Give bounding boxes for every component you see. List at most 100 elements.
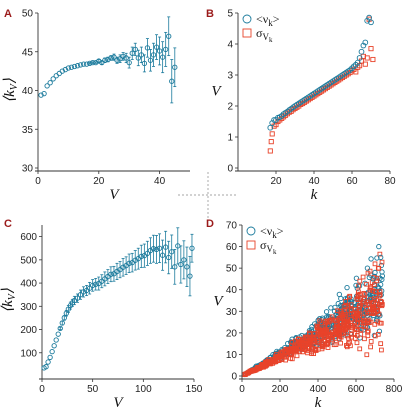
data-point-red	[355, 320, 361, 326]
data-point-red	[345, 303, 351, 309]
data-point-red	[362, 61, 368, 67]
y-tick-label: 50	[22, 9, 34, 20]
data-point-blue	[372, 269, 378, 276]
data-point-red	[273, 359, 278, 365]
data-point-red	[377, 320, 383, 326]
data-point-red	[379, 347, 384, 353]
data-point	[68, 64, 75, 70]
data-point	[56, 70, 62, 77]
data-point-red	[368, 344, 373, 350]
panel-letter-b: B	[206, 8, 214, 20]
data-point	[63, 310, 69, 316]
x-tick-label: 60	[346, 176, 358, 187]
data-point-red	[356, 283, 361, 289]
data-point-red	[361, 291, 367, 296]
data-point-red	[338, 322, 344, 328]
data-point	[169, 78, 175, 84]
y-tick-label: 30	[226, 307, 238, 318]
data-point-red	[346, 336, 351, 341]
data-point-red	[349, 332, 354, 337]
data-point-red	[258, 364, 264, 370]
data-point-blue	[362, 39, 369, 46]
legend-label: <νk>	[260, 224, 284, 240]
data-point-red	[358, 327, 364, 332]
data-point-red	[326, 334, 332, 339]
data-point-red	[364, 55, 370, 61]
data-point	[53, 73, 59, 79]
data-point-red	[318, 320, 324, 326]
data-point-red	[307, 330, 312, 336]
data-point	[153, 44, 160, 50]
data-point-red	[315, 331, 321, 337]
legend-label: σVk	[260, 238, 277, 256]
data-point	[105, 56, 111, 63]
data-point-blue	[358, 48, 365, 55]
data-point-blue	[368, 19, 374, 26]
y-tick-label: 60	[226, 242, 238, 253]
x-tick-label: 200	[272, 384, 289, 395]
data-point-red	[379, 299, 385, 305]
data-point-red	[357, 278, 363, 284]
data-point-blue	[376, 243, 382, 250]
data-point-red	[352, 307, 358, 312]
data-point	[114, 57, 120, 63]
data-point-red	[345, 318, 351, 324]
data-point	[120, 53, 126, 60]
data-point-blue	[378, 254, 384, 261]
y-tick-label: 400	[20, 279, 37, 290]
data-point-red	[356, 289, 361, 295]
data-point-red	[309, 351, 314, 356]
data-point	[51, 343, 57, 349]
data-point-red	[320, 332, 326, 337]
data-point	[147, 57, 154, 63]
data-point-red	[341, 330, 346, 336]
data-point-red	[319, 340, 324, 346]
legend-marker-circle	[242, 14, 252, 24]
data-point-blue	[323, 309, 330, 315]
data-point-red	[374, 278, 380, 284]
y-axis-label: ⟨kV⟩	[2, 78, 20, 103]
data-point-red	[365, 329, 370, 335]
data-point-red	[276, 354, 281, 359]
data-point-blue	[347, 67, 353, 73]
data-point-red	[338, 340, 343, 346]
y-tick-label: 4	[227, 40, 233, 51]
data-point-red	[313, 348, 319, 353]
data-point-red	[370, 56, 376, 63]
data-point-red	[287, 349, 292, 355]
data-point	[74, 295, 81, 301]
legend-marker-circle	[246, 226, 256, 236]
x-tick-label: 800	[386, 384, 403, 395]
legend-label: <νk>	[256, 12, 280, 28]
data-point-red	[345, 324, 351, 330]
data-point-red	[362, 292, 368, 297]
data-point-red	[298, 341, 304, 346]
x-axis-label: V	[109, 187, 120, 203]
data-point	[108, 55, 114, 61]
data-point	[172, 264, 178, 270]
data-point-red	[339, 311, 345, 316]
data-point	[49, 348, 55, 355]
data-point	[172, 64, 178, 70]
y-tick-label: 100	[20, 348, 37, 359]
data-point	[126, 260, 132, 266]
data-point-red	[300, 349, 305, 355]
y-tick-label: 50	[226, 264, 238, 275]
data-point-red	[365, 270, 371, 276]
data-point-red	[284, 352, 290, 358]
data-point-red	[358, 319, 363, 325]
legend-marker-square	[242, 28, 252, 38]
data-point-red	[267, 148, 273, 154]
data-point	[144, 250, 151, 256]
data-point-red	[268, 359, 274, 365]
data-point-blue	[336, 291, 342, 298]
data-point	[61, 315, 67, 321]
x-tick-label: 80	[384, 176, 396, 187]
data-point-red	[246, 369, 252, 375]
x-axis-label: k	[315, 395, 322, 411]
data-point	[57, 325, 63, 332]
data-point-red	[371, 297, 377, 303]
data-point-red	[355, 297, 361, 303]
data-point-red	[268, 139, 274, 145]
legend-marker-square	[246, 240, 256, 250]
